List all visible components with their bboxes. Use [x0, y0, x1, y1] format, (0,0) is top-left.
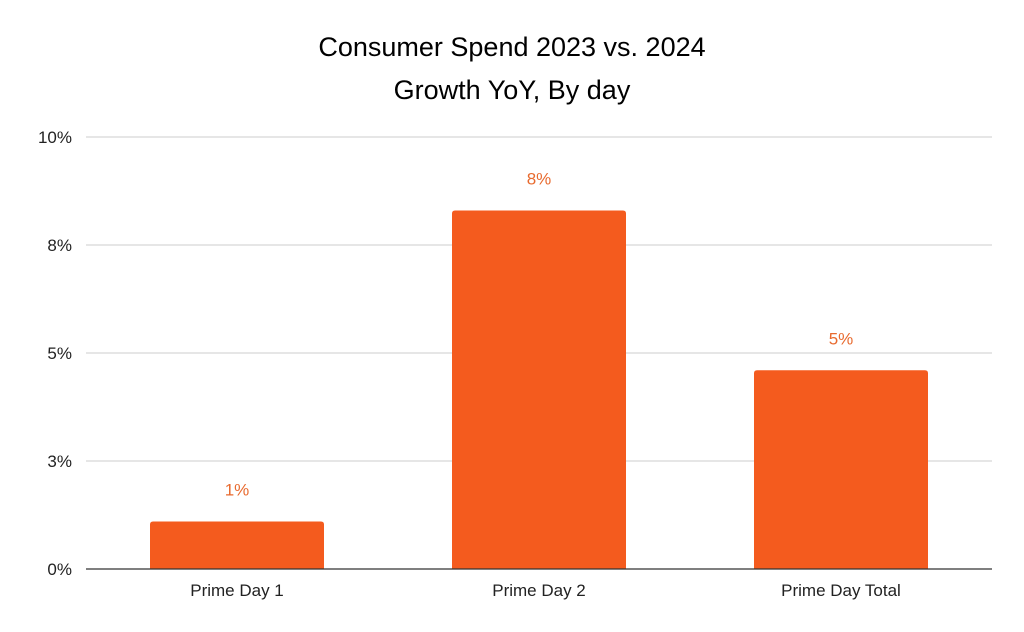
x-tick-label: Prime Day 2	[492, 581, 586, 600]
x-tick-label: Prime Day 1	[190, 581, 284, 600]
bar	[150, 521, 324, 569]
data-label: 5%	[829, 329, 854, 348]
y-tick-label: 5%	[47, 344, 72, 363]
y-tick-label: 10%	[38, 128, 72, 147]
bar	[452, 210, 626, 569]
data-label: 1%	[225, 480, 250, 499]
y-tick-label: 3%	[47, 452, 72, 471]
y-tick-label: 0%	[47, 560, 72, 579]
bar	[754, 370, 928, 569]
chart-subtitle: Growth YoY, By day	[394, 75, 631, 105]
data-label: 8%	[527, 169, 552, 188]
chart-title: Consumer Spend 2023 vs. 2024	[318, 32, 705, 62]
x-tick-label: Prime Day Total	[781, 581, 901, 600]
y-tick-label: 8%	[47, 236, 72, 255]
